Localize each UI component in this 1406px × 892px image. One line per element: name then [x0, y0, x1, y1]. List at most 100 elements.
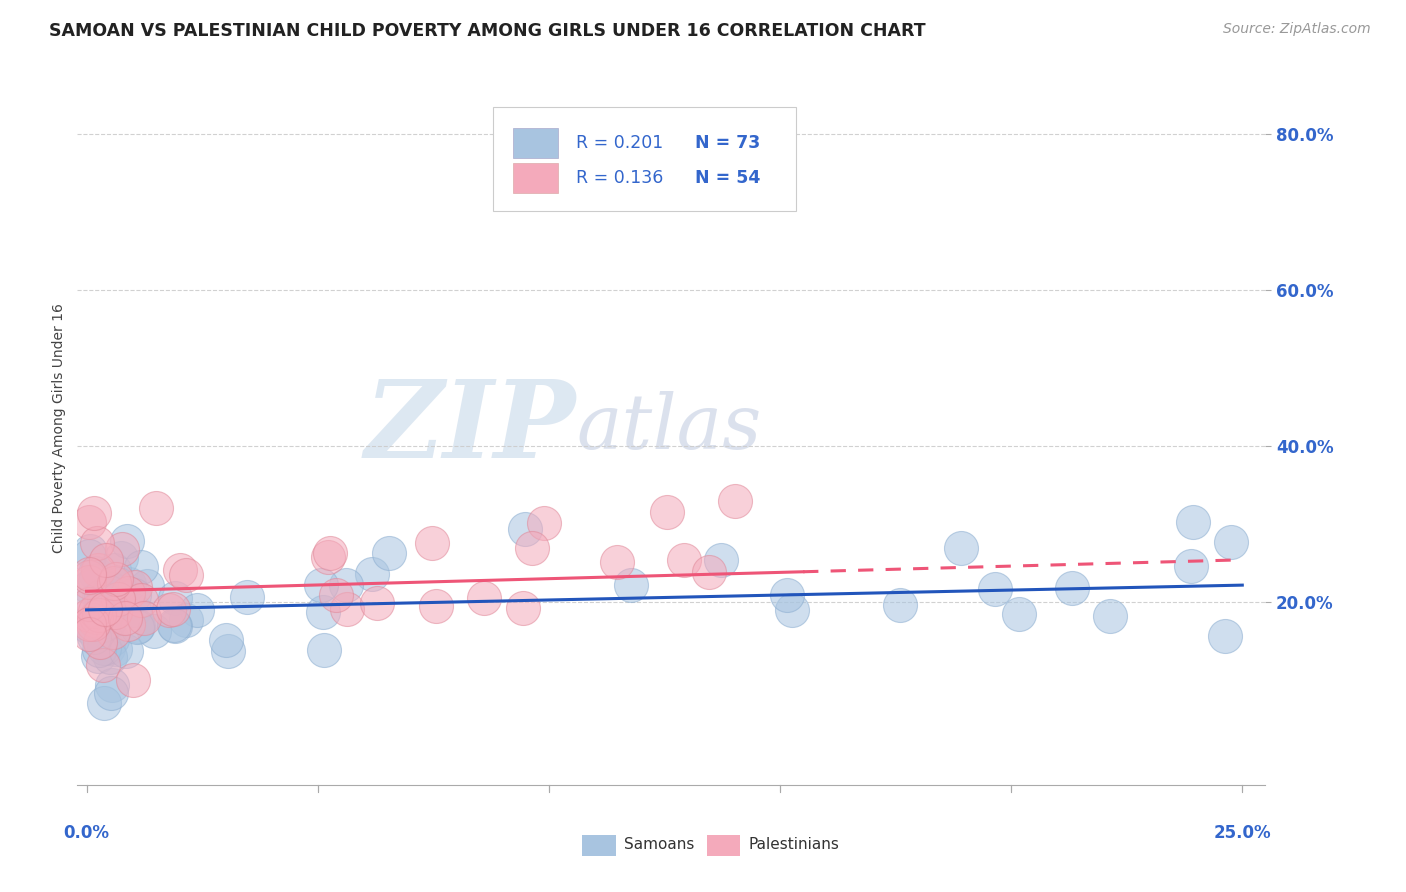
Point — [710, 553, 733, 567]
Point — [103, 563, 125, 577]
Point — [98, 650, 121, 665]
Point — [104, 606, 127, 620]
Point — [122, 602, 145, 616]
Point — [101, 632, 124, 646]
Text: R = 0.136: R = 0.136 — [576, 169, 664, 187]
Point — [80, 595, 103, 609]
Point — [606, 555, 628, 569]
Point — [512, 601, 534, 615]
Point — [77, 567, 100, 582]
Point — [335, 601, 357, 615]
Point — [366, 596, 388, 610]
Point — [83, 630, 105, 644]
Point — [145, 501, 167, 516]
Point — [84, 574, 107, 589]
Point — [84, 628, 107, 642]
Point — [82, 616, 104, 631]
Point — [96, 600, 118, 615]
Text: 0.0%: 0.0% — [63, 824, 110, 842]
Point — [1219, 535, 1241, 549]
Point — [132, 611, 155, 625]
Point — [889, 598, 911, 612]
Point — [697, 565, 720, 579]
Point — [100, 686, 122, 700]
Bar — [582, 835, 616, 856]
Point — [77, 580, 100, 594]
Point — [117, 533, 139, 548]
Point — [780, 602, 803, 616]
Point — [86, 535, 108, 549]
Text: SAMOAN VS PALESTINIAN CHILD POVERTY AMONG GIRLS UNDER 16 CORRELATION CHART: SAMOAN VS PALESTINIAN CHILD POVERTY AMON… — [49, 22, 925, 40]
Point — [114, 611, 136, 625]
Point — [79, 543, 101, 558]
Point — [309, 578, 332, 592]
Bar — [707, 835, 741, 856]
Point — [129, 592, 152, 607]
Point — [620, 577, 643, 591]
Text: 25.0%: 25.0% — [1213, 824, 1271, 842]
Point — [97, 641, 120, 656]
Point — [124, 581, 146, 595]
Point — [135, 579, 157, 593]
Point — [176, 567, 198, 582]
Point — [165, 619, 187, 633]
Point — [104, 585, 127, 599]
Point — [98, 585, 121, 599]
Point — [77, 627, 100, 641]
Point — [1007, 607, 1029, 621]
Point — [312, 605, 335, 619]
Point — [169, 563, 191, 577]
Point — [111, 542, 134, 557]
Point — [93, 592, 115, 607]
Text: Palestinians: Palestinians — [748, 838, 839, 853]
Point — [87, 648, 110, 663]
Point — [103, 576, 125, 591]
Point — [316, 550, 339, 565]
Point — [335, 578, 357, 592]
Point — [125, 619, 148, 633]
Point — [162, 602, 184, 616]
Bar — [513, 128, 558, 158]
Point — [77, 549, 100, 563]
Point — [165, 591, 187, 605]
Point — [361, 567, 384, 582]
Point — [83, 614, 105, 628]
Point — [110, 551, 132, 566]
Point — [420, 536, 443, 550]
Point — [129, 560, 152, 574]
Point — [472, 591, 495, 606]
Point — [89, 590, 111, 604]
Point — [93, 601, 115, 615]
Point — [105, 572, 128, 586]
Point — [96, 553, 118, 567]
Point — [77, 608, 100, 623]
Point — [84, 566, 107, 580]
Point — [142, 624, 165, 638]
Point — [174, 613, 197, 627]
Point — [163, 618, 186, 632]
Point — [724, 494, 747, 508]
Point — [1060, 581, 1083, 595]
Point — [101, 678, 124, 692]
Point — [77, 570, 100, 584]
Point — [77, 616, 100, 631]
Point — [87, 563, 110, 577]
Point — [122, 588, 145, 602]
Point — [117, 577, 139, 591]
Point — [217, 643, 239, 657]
Point — [89, 635, 111, 649]
Text: Samoans: Samoans — [624, 838, 695, 853]
Point — [87, 607, 110, 622]
Point — [97, 614, 120, 628]
Point — [1180, 558, 1202, 573]
Point — [186, 603, 208, 617]
FancyBboxPatch shape — [494, 107, 796, 211]
Point — [104, 642, 127, 657]
Point — [235, 590, 257, 604]
Point — [1182, 515, 1205, 529]
Point — [91, 657, 114, 672]
Point — [673, 552, 696, 566]
Point — [378, 546, 401, 560]
Point — [93, 697, 115, 711]
Point — [86, 609, 108, 624]
